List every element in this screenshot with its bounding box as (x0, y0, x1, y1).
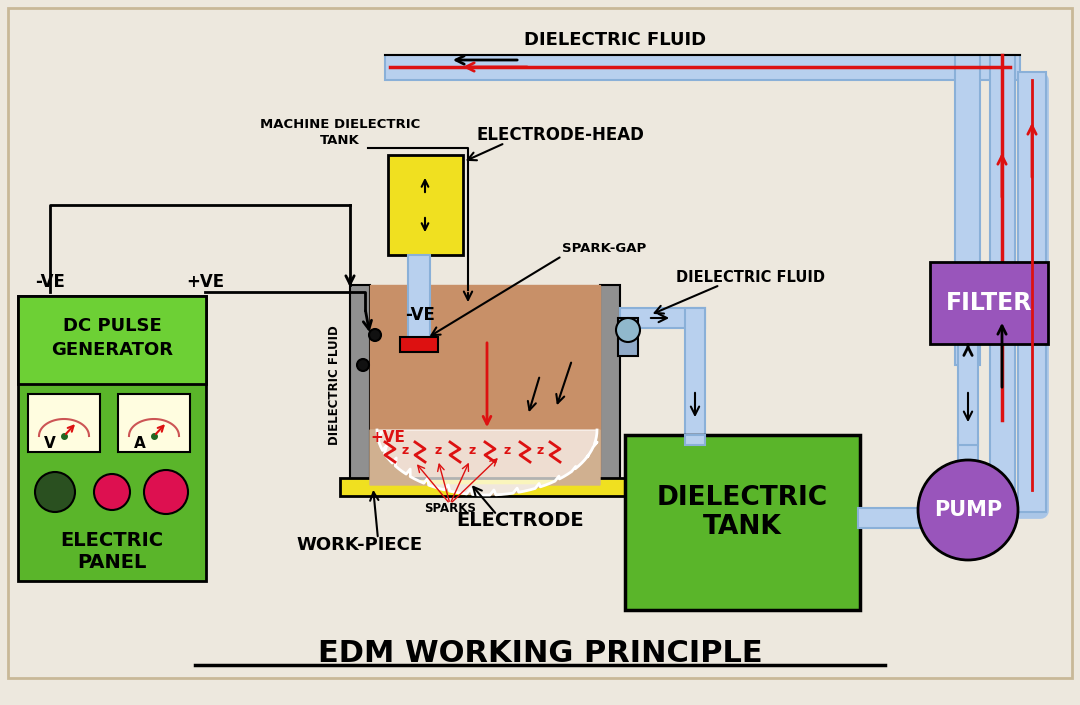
Text: z: z (469, 443, 475, 457)
Bar (858, 508, 968, 528)
Bar (685, 435, 705, 445)
Polygon shape (370, 430, 600, 495)
Circle shape (35, 472, 75, 512)
Text: z: z (402, 443, 408, 457)
Bar (340, 478, 650, 496)
Bar (18, 296, 206, 581)
Bar (370, 285, 600, 485)
Text: -VE: -VE (35, 273, 65, 291)
Text: z: z (434, 443, 442, 457)
Text: WORK-PIECE: WORK-PIECE (297, 536, 423, 554)
Circle shape (918, 460, 1018, 560)
Text: ELECTRODE: ELECTRODE (456, 510, 584, 529)
Text: +VE: +VE (370, 431, 405, 446)
Bar (600, 285, 620, 485)
Bar (408, 255, 430, 340)
Text: GENERATOR: GENERATOR (51, 341, 173, 359)
Bar (620, 308, 705, 328)
Text: ELECTRODE-HEAD: ELECTRODE-HEAD (476, 126, 644, 144)
Text: ELECTRIC: ELECTRIC (60, 530, 163, 549)
Text: +VE: +VE (186, 273, 224, 291)
Bar (625, 435, 860, 610)
Text: z: z (537, 443, 543, 457)
Polygon shape (370, 285, 600, 485)
Bar (1018, 72, 1047, 512)
Text: SPARKS: SPARKS (424, 501, 476, 515)
Circle shape (369, 329, 381, 341)
Circle shape (94, 474, 130, 510)
Text: z: z (503, 443, 511, 457)
Text: DIELECTRIC FLUID: DIELECTRIC FLUID (524, 31, 706, 49)
Text: DIELECTRIC: DIELECTRIC (657, 485, 827, 511)
Text: EDM WORKING PRINCIPLE: EDM WORKING PRINCIPLE (318, 639, 762, 668)
Bar (990, 55, 1015, 505)
Bar (958, 270, 978, 445)
Polygon shape (377, 430, 597, 495)
Text: DIELECTRIC FLUID: DIELECTRIC FLUID (328, 325, 341, 445)
Text: TANK: TANK (320, 135, 360, 147)
Bar (388, 155, 463, 255)
Text: SPARK-GAP: SPARK-GAP (562, 242, 646, 255)
Text: DIELECTRIC FLUID: DIELECTRIC FLUID (675, 271, 824, 286)
Bar (955, 55, 980, 365)
Circle shape (144, 470, 188, 514)
Bar (400, 337, 438, 352)
Circle shape (616, 318, 640, 342)
Bar (384, 55, 1020, 80)
Text: TANK: TANK (703, 514, 781, 540)
Text: MACHINE DIELECTRIC: MACHINE DIELECTRIC (260, 118, 420, 132)
Bar (28, 394, 100, 452)
Bar (618, 318, 638, 356)
Text: V: V (44, 436, 56, 451)
Bar (118, 394, 190, 452)
Text: PANEL: PANEL (78, 553, 147, 572)
Bar (18, 296, 206, 384)
Bar (958, 438, 978, 528)
Bar (955, 270, 1015, 295)
Bar (685, 308, 705, 438)
Circle shape (357, 359, 369, 371)
Text: A: A (134, 436, 146, 451)
Text: DC PULSE: DC PULSE (63, 317, 161, 335)
Text: FILTER: FILTER (946, 291, 1032, 315)
Bar (350, 285, 370, 485)
Text: -VE: -VE (405, 306, 435, 324)
Text: PUMP: PUMP (934, 500, 1002, 520)
Bar (930, 262, 1048, 344)
